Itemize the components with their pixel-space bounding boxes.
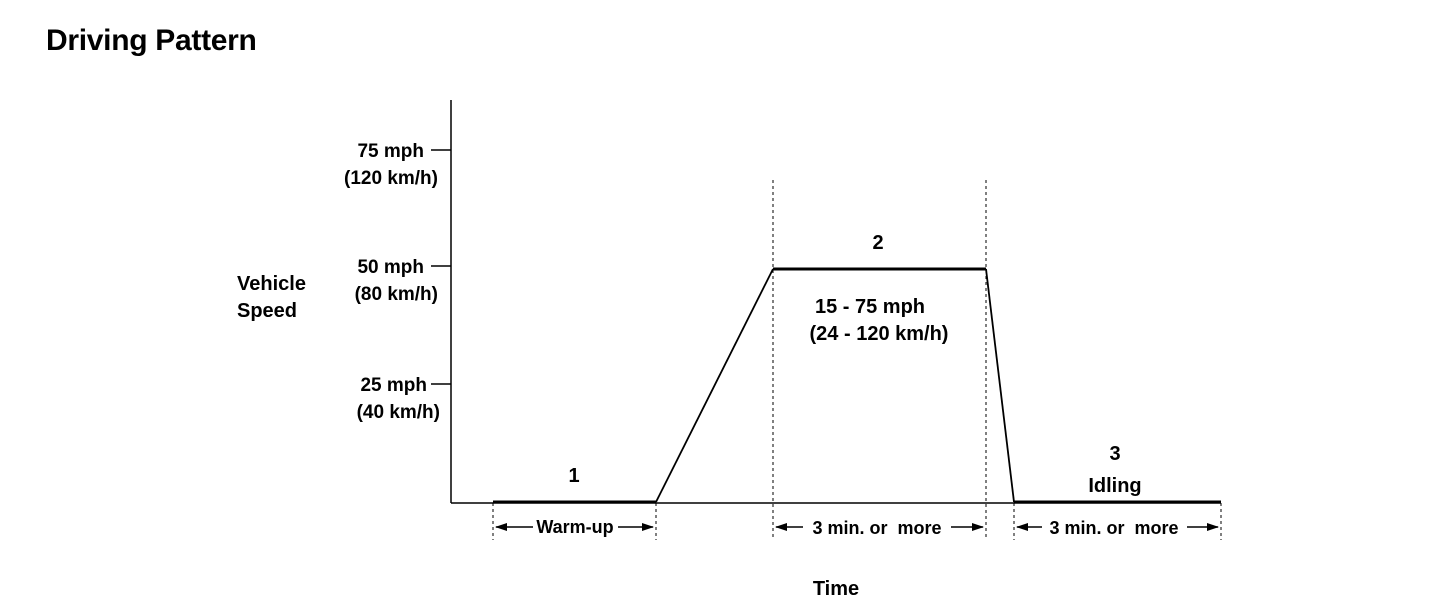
- y-axis-label-line1: Vehicle: [237, 273, 306, 295]
- y-tick-sub-25: (40 km/h): [357, 402, 440, 423]
- page-title: Driving Pattern: [46, 24, 257, 57]
- cruise-range-sub: (24 - 120 km/h): [810, 323, 949, 345]
- y-tick-sub-75: (120 km/h): [344, 168, 438, 189]
- acceleration-ramp: [655, 268, 774, 503]
- cruise-span-label: 3 min. or more: [812, 518, 941, 538]
- y-tick-sub-50: (80 km/h): [355, 284, 438, 305]
- y-tick-label-25: 25 mph: [360, 375, 427, 396]
- y-tick-label-50: 50 mph: [357, 257, 424, 278]
- phase-3-number: 3: [1109, 443, 1120, 465]
- idle-span-label: 3 min. or more: [1049, 518, 1178, 538]
- x-axis-label: Time: [813, 578, 859, 600]
- phase-3-name: Idling: [1088, 475, 1141, 497]
- phase-1-number: 1: [568, 465, 579, 487]
- y-tick-label-75: 75 mph: [357, 141, 424, 162]
- deceleration-ramp: [985, 268, 1015, 503]
- y-axis-label-line2: Speed: [237, 300, 297, 322]
- phase-2-number: 2: [872, 232, 883, 254]
- warmup-span-label: Warm-up: [536, 517, 613, 537]
- cruise-range-label: 15 - 75 mph: [815, 296, 925, 318]
